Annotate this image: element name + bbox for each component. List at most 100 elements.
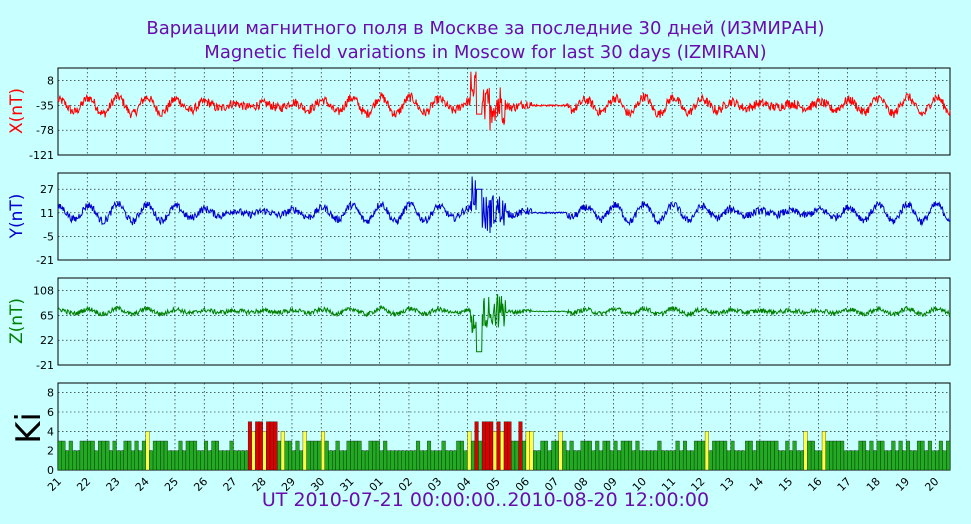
ki-bar — [642, 450, 647, 471]
ki-bar — [434, 450, 439, 471]
ki-bar — [109, 450, 113, 471]
ki-bar — [438, 450, 443, 471]
ki-bar — [635, 440, 640, 471]
ki-bar — [390, 450, 395, 471]
ki-bar — [200, 450, 205, 471]
ki-bar — [529, 431, 534, 471]
ki-bar — [836, 440, 841, 471]
ki-bar — [712, 440, 717, 471]
y-tick-label: -21 — [36, 254, 54, 267]
y-tick-label: 4 — [47, 425, 54, 438]
ki-bar — [441, 440, 446, 471]
ki-bar — [576, 450, 581, 471]
ki-bar — [361, 450, 366, 471]
ki-bar — [518, 421, 523, 471]
ki-bar — [668, 450, 673, 471]
ki-bar — [620, 440, 625, 471]
ki-bar — [112, 440, 117, 471]
ki-bar — [193, 440, 198, 471]
ki-bar — [573, 450, 578, 471]
y-axis-label: Z(nT) — [7, 298, 27, 344]
ki-bar — [756, 440, 761, 471]
ki-bar — [832, 440, 837, 471]
ki-bar — [920, 440, 925, 471]
ki-bar — [723, 440, 728, 471]
time-range-footer: UT 2010-07-21 00:00:00..2010-08-20 12:00… — [261, 489, 710, 511]
ki-bar — [565, 450, 570, 471]
y-axis-label: X(nT) — [7, 88, 27, 134]
ki-bar — [306, 440, 311, 471]
ki-bar — [686, 450, 691, 471]
plot-frame — [57, 172, 951, 261]
ki-bar — [116, 450, 121, 471]
ki-bar — [796, 450, 801, 471]
ki-bar — [167, 450, 172, 471]
ki-bar — [284, 440, 289, 471]
ki-bar — [445, 450, 450, 471]
ki-bar — [759, 440, 764, 471]
ki-bar — [942, 450, 947, 471]
ki-bar — [591, 450, 596, 471]
ki-bar — [767, 440, 772, 471]
ki-bar — [781, 450, 786, 471]
ki-bar — [613, 440, 618, 471]
ki-bar — [533, 450, 538, 471]
ki-bar — [810, 440, 815, 471]
ki-bar — [222, 450, 227, 471]
ki-bar — [884, 450, 889, 471]
ki-bar — [452, 450, 457, 471]
chart-title-ru: Вариации магнитного поля в Москве за пос… — [146, 18, 825, 39]
ki-bar — [507, 421, 512, 471]
ki-bar — [602, 440, 607, 471]
ki-bar — [770, 440, 775, 471]
series-line-z — [58, 294, 951, 353]
ki-bar — [609, 450, 614, 471]
ki-bar — [788, 450, 793, 471]
ki-bar — [335, 440, 340, 471]
ki-bar — [865, 450, 870, 471]
ki-bar — [375, 440, 380, 471]
ki-bar — [474, 421, 479, 471]
ki-bar — [408, 450, 413, 471]
ki-bar — [701, 440, 706, 471]
ki-bar — [631, 450, 636, 471]
ki-bar — [94, 450, 99, 471]
series-line-x — [57, 71, 951, 131]
ki-bar — [79, 440, 84, 471]
ki-bar — [931, 450, 936, 471]
ki-bar — [119, 450, 124, 471]
y-tick-label: 27 — [40, 183, 54, 196]
ki-bar — [672, 450, 676, 471]
ki-bar — [485, 421, 490, 471]
ki-bar — [639, 450, 644, 471]
ki-bar — [163, 440, 168, 471]
ki-bar — [368, 440, 373, 471]
ki-bar — [913, 450, 918, 471]
ki-bar — [606, 440, 611, 471]
ki-bar — [310, 440, 315, 471]
ki-bar — [854, 450, 859, 471]
ki-bar — [90, 440, 95, 471]
ki-bar — [492, 431, 497, 471]
ki-bar — [372, 440, 377, 471]
ki-bar — [646, 450, 651, 471]
panel-y: 27 11 -5 -21 Y(nT) — [7, 172, 951, 267]
ki-bar — [803, 431, 808, 471]
ki-bar — [847, 450, 852, 471]
ki-bar — [869, 440, 874, 471]
ki-bar — [876, 440, 881, 471]
ki-bar — [288, 440, 293, 471]
ki-bar — [317, 440, 322, 471]
ki-bar — [196, 450, 201, 471]
ki-bar — [405, 450, 410, 471]
ki-bar — [924, 450, 929, 471]
ki-bar — [763, 440, 768, 471]
ki-bar — [412, 450, 417, 471]
ki-bar — [277, 440, 282, 471]
ki-bar — [342, 450, 347, 471]
ki-bar — [909, 450, 914, 471]
ki-bar — [664, 450, 669, 471]
y-tick-label: -35 — [36, 99, 54, 112]
ki-bar — [258, 421, 263, 471]
